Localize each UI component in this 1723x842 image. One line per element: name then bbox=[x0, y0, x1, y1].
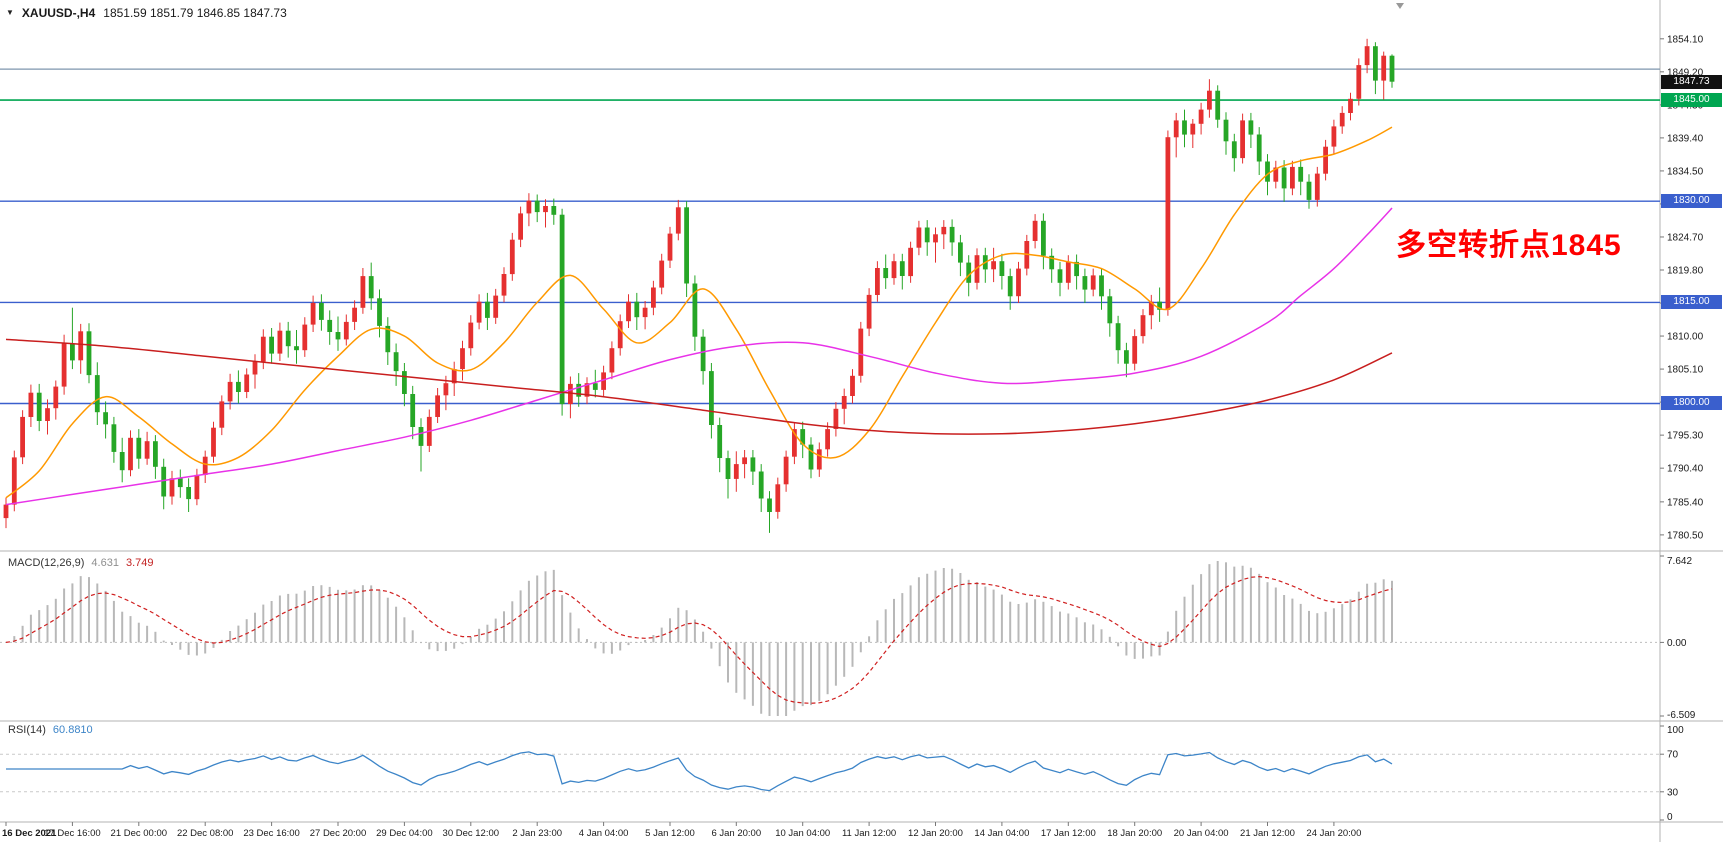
rsi-value: 60.8810 bbox=[52, 724, 93, 736]
svg-text:4 Jan 04:00: 4 Jan 04:00 bbox=[579, 828, 629, 839]
svg-text:24 Jan 20:00: 24 Jan 20:00 bbox=[1306, 828, 1361, 839]
svg-text:1795.30: 1795.30 bbox=[1667, 431, 1704, 442]
svg-text:17 Jan 12:00: 17 Jan 12:00 bbox=[1041, 828, 1096, 839]
svg-text:30: 30 bbox=[1667, 787, 1679, 798]
svg-text:7.642: 7.642 bbox=[1667, 556, 1692, 567]
svg-text:1810.00: 1810.00 bbox=[1667, 332, 1704, 343]
svg-text:27 Dec 20:00: 27 Dec 20:00 bbox=[310, 828, 367, 839]
svg-text:10 Jan 04:00: 10 Jan 04:00 bbox=[775, 828, 830, 839]
chart-header: ▼ XAUUSD-,H4 1851.59 1851.79 1846.85 184… bbox=[6, 6, 287, 20]
svg-text:1780.50: 1780.50 bbox=[1667, 530, 1704, 541]
svg-text:21 Jan 12:00: 21 Jan 12:00 bbox=[1240, 828, 1295, 839]
price-badge-level-1800: 1800.00 bbox=[1661, 396, 1722, 410]
svg-text:0: 0 bbox=[1667, 812, 1673, 823]
svg-text:1849.20: 1849.20 bbox=[1667, 67, 1704, 78]
price-badge-current-price: 1847.73 bbox=[1661, 75, 1722, 89]
svg-text:0.00: 0.00 bbox=[1667, 638, 1687, 649]
macd-main-value: 4.631 bbox=[91, 557, 119, 569]
svg-text:23 Dec 16:00: 23 Dec 16:00 bbox=[243, 828, 300, 839]
svg-text:1805.10: 1805.10 bbox=[1667, 365, 1704, 376]
svg-text:5 Jan 12:00: 5 Jan 12:00 bbox=[645, 828, 695, 839]
svg-text:29 Dec 04:00: 29 Dec 04:00 bbox=[376, 828, 433, 839]
chart-shift-marker-icon[interactable] bbox=[1396, 3, 1404, 9]
svg-text:1854.10: 1854.10 bbox=[1667, 34, 1704, 45]
svg-text:20 Jan 04:00: 20 Jan 04:00 bbox=[1174, 828, 1229, 839]
rsi-axis: 100 70 30 0 bbox=[1660, 725, 1684, 823]
svg-text:2 Jan 23:00: 2 Jan 23:00 bbox=[512, 828, 562, 839]
svg-text:14 Jan 04:00: 14 Jan 04:00 bbox=[974, 828, 1029, 839]
svg-text:1824.70: 1824.70 bbox=[1667, 233, 1704, 244]
svg-text:1834.50: 1834.50 bbox=[1667, 166, 1704, 177]
candles-layer bbox=[3, 38, 1395, 533]
rsi-line bbox=[6, 751, 1393, 792]
svg-text:16 Dec 2021: 16 Dec 2021 bbox=[2, 828, 57, 839]
svg-text:1785.40: 1785.40 bbox=[1667, 497, 1704, 508]
price-badge-level-1845: 1845.00 bbox=[1661, 93, 1722, 107]
svg-text:-6.509: -6.509 bbox=[1667, 710, 1696, 721]
svg-text:1790.40: 1790.40 bbox=[1667, 464, 1704, 475]
horizontal-lines-layer bbox=[0, 68, 1660, 405]
svg-text:21 Dec 00:00: 21 Dec 00:00 bbox=[111, 828, 168, 839]
price-axis: 1854.101849.201844.301839.401834.501829.… bbox=[1660, 34, 1704, 541]
macd-axis: 7.642 0.00 -6.509 bbox=[1660, 555, 1696, 721]
svg-text:12 Jan 20:00: 12 Jan 20:00 bbox=[908, 828, 963, 839]
macd-signal-value: 3.749 bbox=[125, 557, 154, 569]
price-badge-level-1815: 1815.00 bbox=[1661, 295, 1722, 309]
svg-text:11 Jan 12:00: 11 Jan 12:00 bbox=[842, 828, 896, 839]
ma-fast-line bbox=[5, 126, 1393, 499]
svg-text:30 Dec 12:00: 30 Dec 12:00 bbox=[443, 828, 500, 839]
svg-text:17 Dec 16:00: 17 Dec 16:00 bbox=[44, 828, 101, 839]
annotation-text: 多空转折点1845 bbox=[1396, 229, 1622, 262]
svg-text:70: 70 bbox=[1667, 750, 1679, 761]
macd-indicator-label: MACD(12,26,9) 4.631 3.749 bbox=[8, 557, 153, 569]
rsi-indicator-label: RSI(14) 60.8810 bbox=[8, 724, 93, 736]
svg-text:1839.40: 1839.40 bbox=[1667, 133, 1704, 144]
macd-histogram bbox=[13, 561, 1393, 716]
svg-text:6 Jan 20:00: 6 Jan 20:00 bbox=[711, 828, 761, 839]
ma-mid-line bbox=[5, 207, 1393, 506]
svg-text:100: 100 bbox=[1667, 725, 1684, 736]
ma-slow-line bbox=[5, 338, 1393, 435]
svg-text:18 Jan 20:00: 18 Jan 20:00 bbox=[1107, 828, 1162, 839]
svg-text:22 Dec 08:00: 22 Dec 08:00 bbox=[177, 828, 234, 839]
svg-text:1819.80: 1819.80 bbox=[1667, 266, 1704, 277]
price-badge-level-1830: 1830.00 bbox=[1661, 194, 1722, 208]
macd-signal-line bbox=[5, 575, 1393, 704]
symbol-timeframe-label: XAUUSD-,H4 bbox=[21, 6, 96, 20]
ohlc-readout: 1851.59 1851.79 1846.85 1847.73 bbox=[103, 6, 287, 20]
rsi-name: RSI(14) bbox=[8, 724, 46, 736]
symbol-dropdown-icon[interactable]: ▼ bbox=[6, 8, 14, 17]
macd-name: MACD(12,26,9) bbox=[8, 557, 85, 569]
